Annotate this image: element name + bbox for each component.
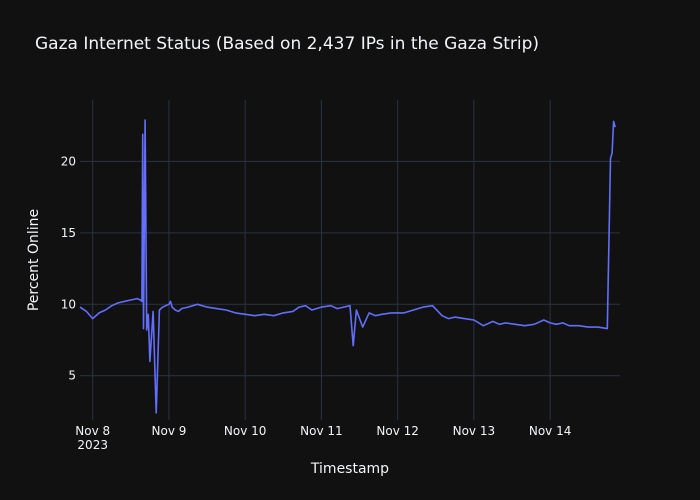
chart-title: Gaza Internet Status (Based on 2,437 IPs… [35, 34, 540, 54]
y-tick-label: 15 [61, 226, 76, 240]
y-tick-label: 5 [68, 369, 76, 383]
x-axis-title: Timestamp [310, 461, 390, 477]
x-tick-year-label: 2023 [77, 438, 108, 452]
x-tick-label: Nov 11 [300, 424, 343, 438]
x-tick-label: Nov 8 [75, 424, 110, 438]
y-tick-label: 10 [61, 297, 76, 311]
x-tick-label: Nov 9 [152, 424, 187, 438]
x-tick-label: Nov 12 [376, 424, 419, 438]
y-tick-label: 20 [61, 154, 76, 168]
y-axis-title: Percent Online [26, 208, 42, 312]
x-tick-label: Nov 14 [529, 424, 572, 438]
series-line [79, 119, 616, 414]
x-tick-label: Nov 13 [453, 424, 496, 438]
x-tick-label: Nov 10 [224, 424, 267, 438]
